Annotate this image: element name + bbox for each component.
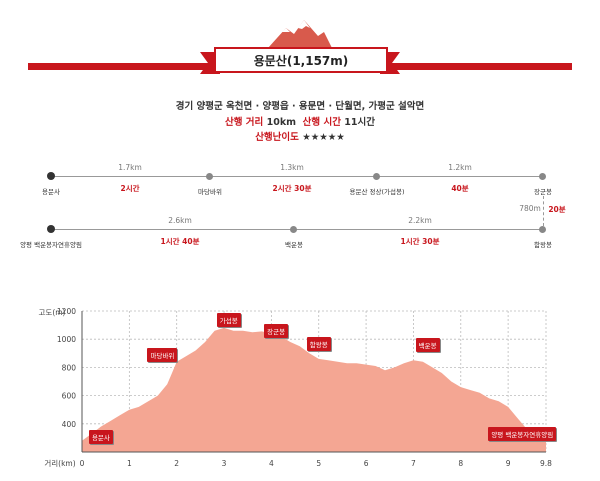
- peak-label: 가섭봉: [216, 312, 241, 327]
- node-label: 장군봉: [534, 188, 552, 196]
- segment-time: 1시간 40분: [160, 237, 200, 246]
- route-node: [539, 226, 546, 233]
- node-label: 함왕봉: [534, 241, 552, 249]
- peak-label: 백운봉: [415, 338, 440, 353]
- x-tick-label: 9: [506, 459, 511, 468]
- x-tick-label: 2: [174, 459, 179, 468]
- route-node-end: [47, 225, 55, 233]
- route-line-1: [51, 176, 543, 177]
- segment-distance: 2.6km: [168, 216, 192, 225]
- x-tick-label: 0: [80, 459, 85, 468]
- x-tick-label: 5: [316, 459, 321, 468]
- route-node: [290, 226, 297, 233]
- route-node-start: [47, 172, 55, 180]
- segment-time: 40분: [451, 184, 469, 193]
- x-tick-label: 3: [222, 459, 227, 468]
- peak-label: 함왕봉: [306, 336, 331, 351]
- node-label: 양평 백운봉자연휴양림: [20, 241, 82, 249]
- x-tick-label: 8: [458, 459, 463, 468]
- x-tick-label: 7: [411, 459, 416, 468]
- title-stripe-left: [28, 63, 218, 70]
- segment-time: 2시간 30분: [272, 184, 312, 193]
- x-tick-label: 1: [127, 459, 132, 468]
- node-label: 마당바위: [198, 188, 222, 196]
- x-tick-label: 4: [269, 459, 274, 468]
- peak-label: 마당바위: [147, 348, 178, 363]
- y-tick-label: 1000: [57, 335, 76, 344]
- node-label: 용문사: [42, 188, 60, 196]
- x-tick-label: 9.8: [540, 459, 552, 468]
- x-axis-label: 거리(km): [44, 459, 75, 468]
- segment-distance: 1.7km: [118, 163, 142, 172]
- location-text: 경기 양평군 옥천면 · 양평읍 · 용문면 · 단월면, 가평군 설악면: [175, 101, 425, 112]
- segment-distance: 1.2km: [448, 163, 472, 172]
- peak-label: 양평 백운봉자연휴양림: [488, 427, 557, 442]
- route-line-2: [51, 229, 543, 230]
- elevation-area: [82, 327, 546, 452]
- segment-time: 2시간: [120, 184, 140, 193]
- y-tick-label: 800: [62, 363, 77, 372]
- route-node: [373, 173, 380, 180]
- trip-summary: 산행 거리 10km 산행 시간 11시간: [225, 117, 375, 128]
- y-tick-label: 1200: [57, 307, 76, 316]
- x-tick-label: 6: [364, 459, 369, 468]
- segment-distance: 1.3km: [280, 163, 304, 172]
- segment-time: 1시간 30분: [400, 237, 440, 246]
- elevation-chart: 400 600 800 1000 1200 0 1 2 3 4 5 6 7 8 9 9.8 고도(m) 거리(km…: [39, 307, 553, 468]
- y-tick-label: 600: [62, 392, 77, 401]
- page-title: 용문산(1,157m): [214, 47, 388, 73]
- peak-label: 용문사: [88, 429, 113, 444]
- segment-distance: 780m: [519, 204, 541, 213]
- title-stripe-right: [378, 63, 572, 70]
- node-label: 용문산 정상(가섭봉): [349, 188, 405, 196]
- segment-time: 20분: [548, 205, 566, 214]
- y-axis-label: 고도(m): [39, 308, 66, 317]
- difficulty: 산행난이도 ★★★★★: [255, 132, 345, 143]
- node-label: 백운봉: [285, 241, 303, 249]
- route-connector: [543, 196, 544, 226]
- peak-label: 장군봉: [264, 324, 289, 339]
- mountain-icon: [268, 20, 332, 48]
- route-node: [206, 173, 213, 180]
- segment-distance: 2.2km: [408, 216, 432, 225]
- route-node: [539, 173, 546, 180]
- y-tick-label: 400: [62, 420, 77, 429]
